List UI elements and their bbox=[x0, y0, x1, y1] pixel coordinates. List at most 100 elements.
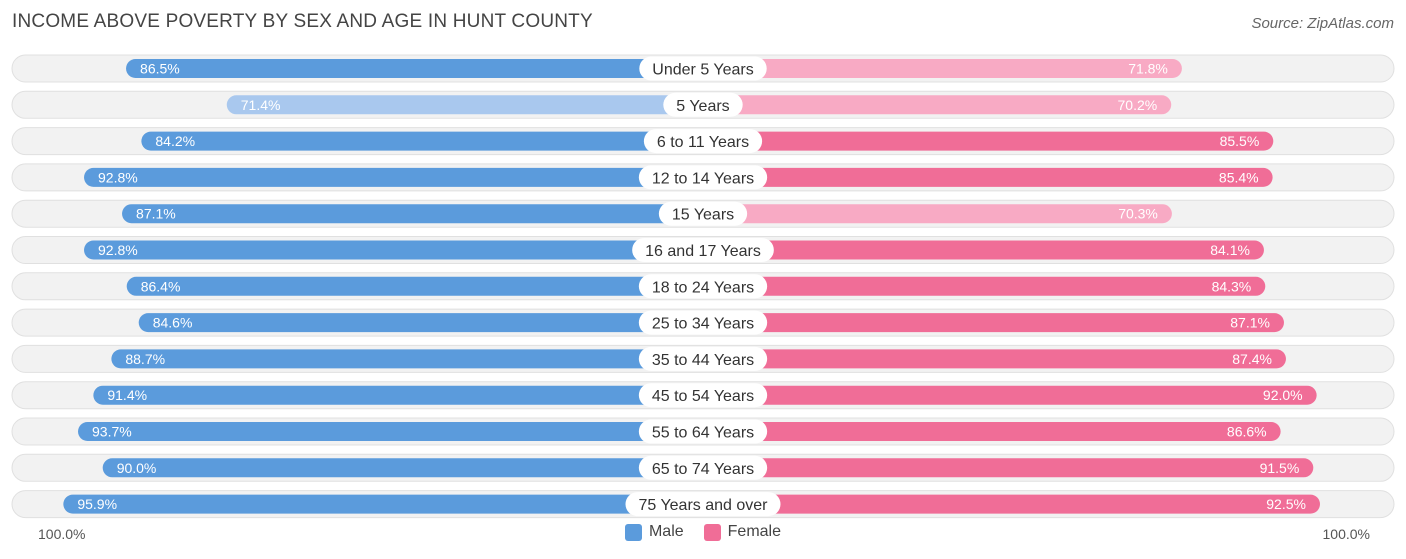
female-value-label: 87.1% bbox=[1230, 315, 1270, 331]
female-bar[interactable] bbox=[703, 240, 1264, 260]
legend-swatch-male bbox=[624, 523, 642, 541]
female-bar[interactable] bbox=[703, 276, 1266, 296]
male-bar[interactable] bbox=[93, 385, 703, 405]
category-label: 6 to 11 Years bbox=[657, 134, 749, 151]
category-label: 25 to 34 Years bbox=[652, 316, 754, 333]
chart-row: 90.0% 91.5% 65 to 74 Years bbox=[11, 453, 1395, 482]
category-pill bbox=[638, 165, 768, 190]
category-pill bbox=[632, 238, 774, 262]
chart-row: 87.1% 70.3% 15 Years bbox=[11, 199, 1395, 228]
male-value-label: 95.9% bbox=[77, 496, 117, 512]
male-bar[interactable] bbox=[84, 167, 704, 187]
female-value-label: 86.6% bbox=[1227, 424, 1267, 440]
category-pill bbox=[638, 274, 768, 299]
male-bar[interactable] bbox=[111, 349, 704, 369]
category-label: 65 to 74 Years bbox=[652, 461, 754, 478]
male-value-label: 86.5% bbox=[140, 61, 180, 77]
male-bar[interactable] bbox=[141, 131, 704, 151]
female-bar[interactable] bbox=[703, 95, 1172, 115]
male-value-label: 92.8% bbox=[98, 169, 138, 185]
male-bar[interactable] bbox=[226, 95, 703, 115]
male-bar[interactable] bbox=[122, 204, 704, 224]
chart-row: 84.2% 85.5% 6 to 11 Years bbox=[11, 127, 1395, 156]
male-value-label: 86.4% bbox=[141, 278, 181, 294]
legend-item-female[interactable]: Female bbox=[703, 523, 782, 541]
category-pill bbox=[658, 201, 748, 226]
chart-row: 86.4% 84.3% 18 to 24 Years bbox=[11, 272, 1395, 301]
female-bar[interactable] bbox=[703, 59, 1182, 78]
category-pill bbox=[663, 92, 743, 117]
male-value-label: 71.4% bbox=[241, 97, 281, 113]
legend-item-male[interactable]: Male bbox=[624, 523, 684, 541]
category-label: 75 Years and over bbox=[639, 497, 769, 514]
female-value-label: 85.4% bbox=[1219, 169, 1259, 185]
legend-swatch-female bbox=[703, 523, 721, 541]
category-pill bbox=[625, 492, 781, 517]
category-pill bbox=[638, 419, 768, 444]
source-credit: Source: ZipAtlas.com bbox=[1251, 15, 1394, 32]
category-label: 16 and 17 Years bbox=[645, 243, 761, 260]
male-value-label: 88.7% bbox=[125, 351, 165, 367]
category-pill bbox=[639, 56, 767, 81]
chart-row: 92.8% 85.4% 12 to 14 Years bbox=[11, 163, 1395, 192]
female-value-label: 92.0% bbox=[1263, 387, 1303, 403]
male-value-label: 84.6% bbox=[153, 315, 193, 331]
category-label: 15 Years bbox=[672, 207, 734, 224]
chart-row: 95.9% 92.5% 75 Years and over bbox=[11, 490, 1395, 519]
category-pill bbox=[638, 310, 768, 335]
female-bar[interactable] bbox=[703, 385, 1317, 405]
male-value-label: 91.4% bbox=[107, 387, 147, 403]
male-bar[interactable] bbox=[138, 313, 703, 333]
female-bar[interactable] bbox=[703, 204, 1172, 224]
female-value-label: 71.8% bbox=[1128, 61, 1168, 77]
male-value-label: 90.0% bbox=[117, 460, 157, 476]
chart-row: 91.4% 92.0% 45 to 54 Years bbox=[11, 381, 1395, 410]
axis-left-label: 100.0% bbox=[38, 526, 86, 542]
category-label: Under 5 Years bbox=[652, 62, 753, 79]
female-value-label: 84.1% bbox=[1210, 242, 1250, 258]
category-label: 45 to 54 Years bbox=[652, 388, 754, 405]
female-bar[interactable] bbox=[703, 349, 1286, 369]
legend-label-male: Male bbox=[648, 523, 684, 540]
chart-svg: 86.5% 71.8% Under 5 Years 71.4% 70.2% 5 Years… bbox=[11, 54, 1395, 519]
chart-row: 86.5% 71.8% Under 5 Years bbox=[11, 54, 1395, 83]
male-value-label: 84.2% bbox=[155, 133, 195, 149]
female-value-label: 91.5% bbox=[1260, 460, 1300, 476]
female-bar[interactable] bbox=[703, 458, 1314, 478]
chart-row: 92.8% 84.1% 16 and 17 Years bbox=[11, 236, 1395, 264]
category-label: 35 to 44 Years bbox=[652, 352, 754, 369]
category-label: 12 to 14 Years bbox=[652, 170, 754, 187]
category-pill bbox=[638, 346, 768, 371]
female-value-label: 70.2% bbox=[1118, 97, 1158, 113]
male-bar[interactable] bbox=[126, 59, 704, 78]
male-bar[interactable] bbox=[84, 240, 704, 260]
female-value-label: 70.3% bbox=[1118, 206, 1158, 222]
legend: Male Female bbox=[0, 523, 1406, 541]
male-bar[interactable] bbox=[78, 422, 703, 441]
axis-right-label: 100.0% bbox=[1322, 526, 1370, 542]
male-bar[interactable] bbox=[102, 458, 703, 478]
male-bar[interactable] bbox=[126, 276, 704, 296]
legend-label-female: Female bbox=[727, 523, 782, 540]
chart-row: 84.6% 87.1% 25 to 34 Years bbox=[11, 308, 1395, 337]
female-value-label: 84.3% bbox=[1212, 278, 1252, 294]
chart-title: INCOME ABOVE POVERTY BY SEX AND AGE IN H… bbox=[12, 11, 593, 32]
category-label: 18 to 24 Years bbox=[652, 279, 754, 296]
female-bar[interactable] bbox=[703, 422, 1281, 441]
female-bar[interactable] bbox=[703, 313, 1284, 333]
female-bar[interactable] bbox=[703, 131, 1274, 151]
female-bar[interactable] bbox=[703, 167, 1273, 187]
female-bar[interactable] bbox=[703, 494, 1320, 514]
category-label: 5 Years bbox=[676, 98, 729, 115]
category-pill bbox=[643, 129, 763, 154]
female-value-label: 87.4% bbox=[1232, 351, 1272, 367]
male-bar[interactable] bbox=[63, 494, 704, 514]
female-value-label: 85.5% bbox=[1220, 133, 1260, 149]
category-pill bbox=[638, 455, 768, 480]
category-pill bbox=[638, 383, 768, 408]
male-value-label: 93.7% bbox=[92, 424, 132, 440]
category-label: 55 to 64 Years bbox=[652, 425, 754, 442]
chart-row: 88.7% 87.4% 35 to 44 Years bbox=[11, 344, 1395, 373]
male-value-label: 92.8% bbox=[98, 242, 138, 258]
chart-row: 93.7% 86.6% 55 to 64 Years bbox=[11, 417, 1395, 446]
